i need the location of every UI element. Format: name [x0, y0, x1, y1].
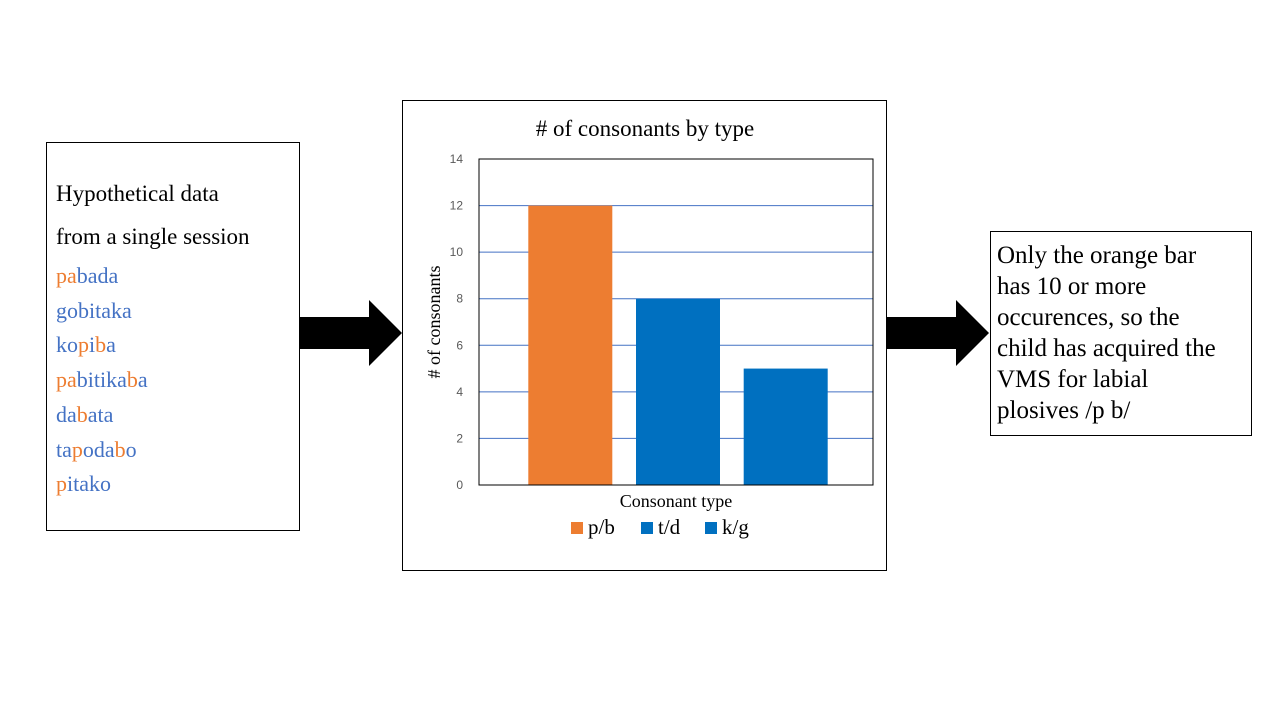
- y-tick-label: 0: [456, 478, 463, 492]
- y-tick-label: 6: [456, 338, 463, 352]
- word-item: tapodabo: [56, 437, 137, 463]
- word-item: pitako: [56, 471, 111, 497]
- word-segment: p: [71, 436, 83, 462]
- word-segment: ata: [87, 401, 114, 427]
- panel-heading-line-1: Hypothetical data: [56, 181, 219, 206]
- bars: [528, 205, 828, 486]
- bar-t-d: [635, 298, 721, 485]
- word-segment: p: [78, 332, 89, 358]
- word-segment: b: [76, 263, 88, 288]
- legend: p/b t/d k/g: [571, 515, 749, 539]
- conclusion-line: occurences, so the: [997, 304, 1180, 331]
- legend-swatch: [571, 522, 583, 534]
- legend-label: t/d: [658, 515, 681, 539]
- word-segment: b: [114, 436, 126, 462]
- word-segment: a: [137, 367, 148, 393]
- word-segment: b: [95, 332, 107, 358]
- y-tick-label: 12: [450, 199, 464, 213]
- legend-swatch: [705, 522, 717, 534]
- bar-chart: # of consonants by type 0 2 4 6 8 10 12 14 # of…: [424, 116, 874, 539]
- word-segment: pa: [56, 263, 77, 288]
- bar-p-b: [528, 205, 613, 486]
- chart-panel: # of consonants by type 0 2 4 6 8 10 12 14 # of…: [402, 100, 887, 571]
- word-segment: gobitaka: [56, 297, 132, 323]
- right-arrow-icon: [299, 300, 402, 366]
- y-axis-label: # of consonants: [424, 266, 444, 379]
- bar-k-g: [743, 368, 828, 485]
- plot-area-frame: [478, 158, 874, 486]
- conclusion-text: Only the orange bar has 10 or more occur…: [997, 240, 1247, 426]
- word-segment: ko: [56, 332, 78, 358]
- panel-heading-line-2: from a single session: [56, 224, 250, 249]
- word-segment: oda: [82, 436, 115, 462]
- word-list-panel: Hypothetical data from a single session …: [46, 142, 300, 531]
- y-tick-label: 8: [456, 292, 463, 306]
- conclusion-line: VMS for labial: [997, 366, 1149, 393]
- word-segment: bitika: [76, 367, 127, 393]
- legend-label: p/b: [588, 515, 615, 539]
- word-item: gobitaka: [56, 298, 132, 324]
- word-segment: b: [126, 367, 138, 393]
- y-tick-label: 10: [450, 245, 464, 259]
- conclusion-line: has 10 or more: [997, 273, 1147, 300]
- word-segment: p: [56, 471, 67, 497]
- word-segment: i: [89, 332, 96, 358]
- y-tick-label: 14: [450, 152, 464, 166]
- conclusion-panel: Only the orange bar has 10 or more occur…: [990, 231, 1252, 436]
- y-tick-label: 4: [456, 385, 463, 399]
- word-segment: a: [106, 332, 116, 358]
- word-segment: b: [76, 401, 88, 427]
- word-item: pabada: [56, 263, 118, 289]
- word-segment: o: [125, 436, 137, 462]
- y-tick-labels: 0 2 4 6 8 10 12 14: [450, 152, 464, 492]
- word-segment: pa: [56, 367, 77, 393]
- conclusion-line: child has acquired the: [997, 335, 1216, 362]
- word-item: kopiba: [56, 332, 116, 358]
- word-segment: ta: [56, 436, 72, 462]
- word-segment: ada: [87, 263, 119, 288]
- y-tick-label: 2: [456, 431, 463, 445]
- right-arrow-icon: [886, 300, 989, 366]
- x-axis-label: Consonant type: [620, 491, 733, 511]
- word-segment: da: [56, 401, 77, 427]
- conclusion-line: Only the orange bar: [997, 242, 1197, 269]
- word-item: dabata: [56, 402, 113, 428]
- legend-label: k/g: [722, 515, 749, 539]
- conclusion-line: plosives /p b/: [997, 397, 1131, 424]
- legend-swatch: [641, 522, 653, 534]
- word-segment: itako: [67, 471, 111, 497]
- chart-title: # of consonants by type: [536, 116, 754, 141]
- word-item: pabitikaba: [56, 367, 148, 393]
